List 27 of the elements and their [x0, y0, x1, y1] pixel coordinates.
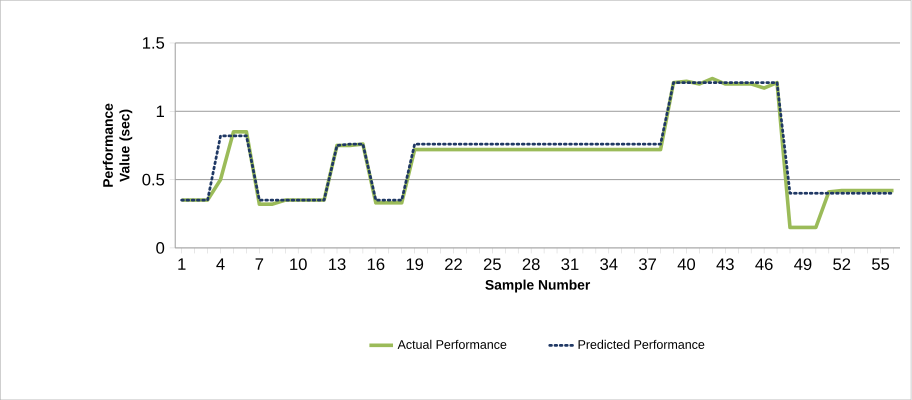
x-axis-title: Sample Number: [485, 280, 590, 292]
x-tick-label: 55: [872, 258, 890, 270]
x-tick-label: 7: [256, 258, 264, 270]
x-tick-label: 31: [561, 258, 578, 270]
x-tick-label: 1: [178, 258, 186, 270]
x-tick-label: 49: [794, 258, 812, 270]
x-tick-label: 4: [216, 258, 225, 270]
y-tick-label: 0: [156, 242, 164, 254]
legend-label: Predicted Performance: [578, 340, 704, 349]
x-tick-label: 43: [716, 258, 734, 270]
x-tick-label: 46: [755, 258, 773, 270]
x-tick-label: 34: [600, 258, 618, 270]
x-tick-label: 22: [445, 258, 462, 270]
x-tick-label: 19: [406, 258, 424, 270]
y-axis-title: Performance Value (sec): [102, 104, 132, 187]
x-tick-label: 25: [484, 258, 501, 270]
x-tick-label: 40: [678, 258, 696, 270]
y-tick-label: 1.5: [143, 37, 164, 49]
legend-label: Actual Performance: [398, 340, 506, 349]
x-tick-label: 28: [522, 258, 540, 270]
x-tick-label: 10: [290, 258, 307, 270]
y-tick-label: 1: [156, 106, 164, 117]
x-tick-label: 16: [368, 258, 384, 270]
x-tick-label: 37: [639, 258, 656, 270]
x-tick-label: 13: [329, 258, 346, 270]
x-tick-label: 52: [833, 258, 850, 270]
y-tick-label: 0.5: [142, 174, 164, 186]
